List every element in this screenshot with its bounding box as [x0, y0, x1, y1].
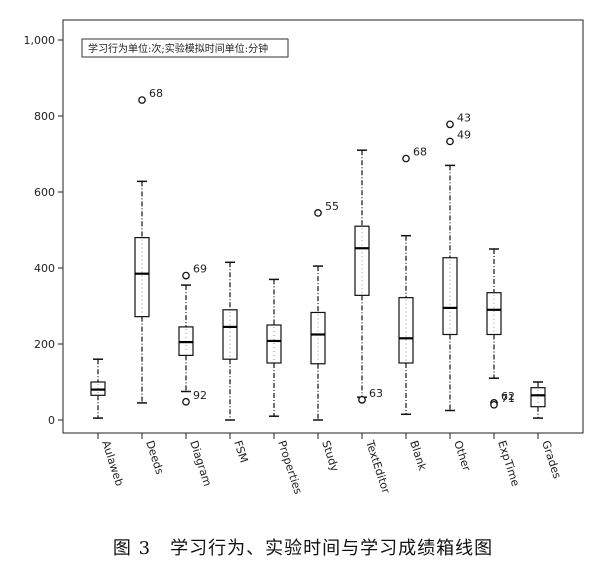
- plot-frame: [62, 19, 584, 434]
- box-aulaweb: [90, 358, 106, 419]
- figure-caption: 图 3 学习行为、实验时间与学习成绩箱线图: [112, 538, 494, 559]
- outlier-label: 43: [457, 111, 471, 124]
- annotation-text: 学习行为单位:次;实验模拟时间单位:分钟: [88, 42, 268, 55]
- outlier-label: 71: [501, 392, 515, 405]
- y-tick-label: 200: [34, 338, 55, 351]
- y-tick-label: 0: [48, 414, 55, 427]
- iqr-box: [222, 309, 238, 360]
- box-grades: [530, 381, 546, 419]
- box-texteditor: 63: [354, 149, 383, 404]
- y-tick-label: 400: [34, 262, 55, 275]
- outlier-point: [402, 154, 410, 163]
- outlier-label: 49: [457, 128, 471, 141]
- outlier-point: [446, 120, 454, 129]
- box-diagram: 69 92: [178, 263, 207, 406]
- box-study: 55: [310, 200, 339, 421]
- outlier-point: [314, 209, 322, 217]
- annotation-box: 学习行为单位:次;实验模拟时间单位:分钟: [81, 38, 289, 58]
- outlier-label: 55: [325, 200, 339, 213]
- y-axis: 0 200 400 600 800 1,000: [24, 34, 63, 427]
- outlier-label: 62: [501, 390, 515, 403]
- box-properties: [266, 278, 282, 417]
- outlier-point: [358, 396, 366, 404]
- y-tick-label: 600: [34, 186, 55, 199]
- box-deeds: 68: [134, 87, 163, 404]
- outlier-point: [490, 400, 498, 409]
- box-blank: 68: [398, 146, 427, 416]
- outlier-point: [182, 397, 190, 406]
- outlier-label: 68: [149, 87, 163, 100]
- iqr-box: [486, 292, 502, 336]
- annotation-frame: [81, 38, 289, 58]
- outlier-point: [138, 96, 146, 104]
- outlier-label: 69: [193, 263, 207, 276]
- iqr-box: [134, 237, 150, 318]
- iqr-box: [310, 311, 326, 365]
- outlier-label: 63: [369, 387, 383, 400]
- y-tick-label: 1,000: [24, 34, 56, 47]
- iqr-box: [530, 387, 546, 408]
- box-fsm: [222, 261, 238, 421]
- outlier-label: 68: [413, 146, 427, 159]
- iqr-box: [398, 297, 414, 364]
- outlier-label: 92: [193, 389, 207, 402]
- y-tick-label: 800: [34, 110, 55, 123]
- outlier-point: [182, 271, 190, 280]
- outlier-point: [446, 137, 454, 146]
